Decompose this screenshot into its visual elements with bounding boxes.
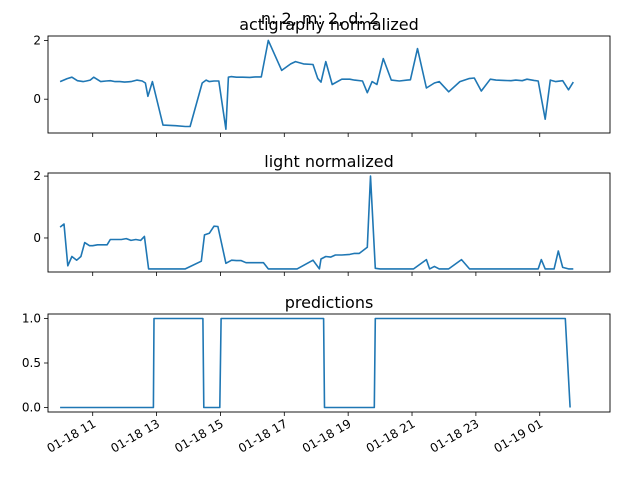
light-series-line (59, 175, 574, 270)
x-tick-label: 01-18 23 (428, 416, 482, 455)
x-tick-label: 01-18 15 (172, 416, 226, 455)
x-axis: 01-18 11 01-18 13 01-18 15 01-18 17 01-18 19… (44, 416, 545, 455)
x-tick-label: 01-18 13 (108, 416, 162, 455)
light-axes-frame (47, 172, 611, 273)
actigraphy-y-tick-label: 2 (33, 33, 41, 47)
x-tick-label: 01-18 21 (364, 416, 418, 455)
light-panel: light normalized 0 2 (33, 152, 611, 276)
light-y-tick-label: 2 (33, 169, 41, 183)
figure-suptitle: n: 2, m: 2, d: 2 (261, 9, 379, 28)
light-title: light normalized (264, 152, 393, 171)
actigraphy-panel: actigraphy normalized 0 2 (33, 15, 611, 137)
actigraphy-y-tick-label: 0 (33, 92, 41, 106)
actigraphy-title: actigraphy normalized (239, 15, 419, 34)
predictions-panel: predictions 0.0 0.5 1.0 (22, 293, 611, 416)
x-tick-label: 01-19 01 (492, 416, 546, 455)
x-tick-label: 01-18 11 (44, 416, 98, 455)
predictions-y-tick-label: 1.0 (22, 311, 41, 325)
light-y-tick-label: 0 (33, 231, 41, 245)
predictions-y-tick-label: 0.0 (22, 401, 41, 415)
x-tick-label: 01-18 19 (300, 416, 354, 455)
actigraphy-axes-frame (47, 35, 611, 134)
predictions-title: predictions (285, 293, 374, 312)
x-tick-label: 01-18 17 (236, 416, 290, 455)
predictions-y-tick-label: 0.5 (22, 356, 41, 370)
actigraphy-series-line (59, 39, 574, 130)
predictions-series-line (60, 317, 571, 409)
predictions-axes-frame (47, 313, 611, 413)
